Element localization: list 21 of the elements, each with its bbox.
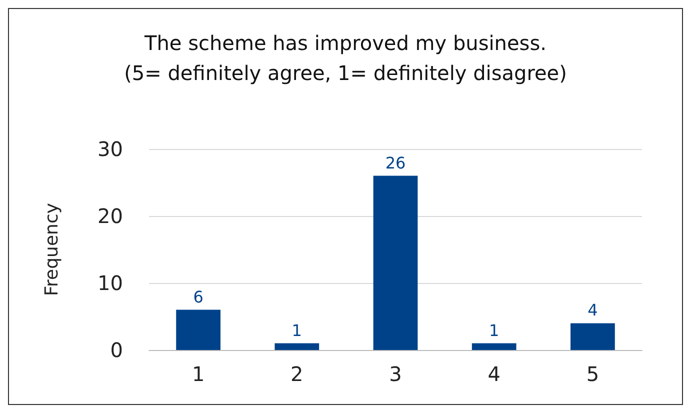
x-tick-label: 5 xyxy=(586,362,600,386)
data-label: 4 xyxy=(588,300,598,320)
y-axis-title: Frequency xyxy=(42,202,62,296)
data-label: 1 xyxy=(489,320,500,340)
x-tick-label: 3 xyxy=(389,362,402,386)
y-tick-label: 0 xyxy=(110,338,123,362)
y-tick-label: 30 xyxy=(98,137,123,161)
x-tick-label: 1 xyxy=(192,362,205,386)
bar xyxy=(373,176,418,350)
bar xyxy=(570,323,615,350)
x-tick-label: 4 xyxy=(488,362,500,386)
y-tick-label: 10 xyxy=(98,271,123,295)
bar xyxy=(176,310,220,350)
bar xyxy=(472,343,516,350)
data-label: 1 xyxy=(292,320,302,340)
y-tick-label: 20 xyxy=(98,204,123,228)
data-label: 26 xyxy=(385,153,406,172)
bar xyxy=(274,343,320,350)
data-label: 6 xyxy=(193,287,204,306)
x-tick-label: 2 xyxy=(290,362,304,386)
chart-title: The scheme has improved my business. (5= definitely agree, 1= definitely disagree) xyxy=(124,31,567,85)
